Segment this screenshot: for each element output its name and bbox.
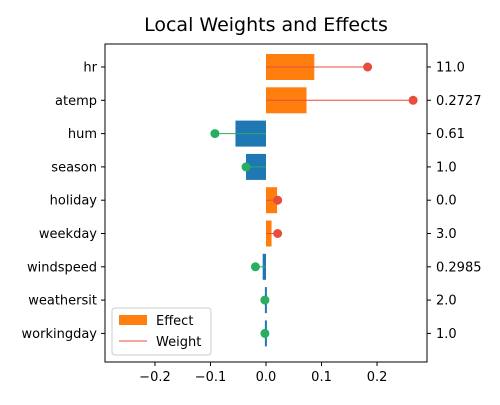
weight-point-windspeed [250, 262, 260, 272]
y-label-atemp: atemp [55, 94, 97, 109]
value-label-hum: 0.61 [436, 127, 465, 142]
x-tick-label-4: 0.2 [367, 370, 388, 385]
x-tick-label-3: 0.1 [311, 370, 332, 385]
weight-point-season [241, 162, 251, 172]
y-label-holiday: holiday [50, 194, 98, 209]
value-label-weathersit: 2.0 [436, 294, 457, 309]
chart-title: Local Weights and Effects [144, 14, 388, 36]
y-label-weathersit: weathersit [28, 294, 97, 309]
legend-effect-label: Effect [156, 314, 193, 329]
plot-area [210, 54, 418, 347]
y-label-hr: hr [83, 61, 97, 76]
y-label-workingday: workingday [22, 327, 98, 342]
value-label-workingday: 1.0 [436, 327, 457, 342]
y-label-hum: hum [68, 127, 97, 142]
value-label-windspeed: 0.2985 [436, 260, 482, 275]
weight-point-atemp [408, 95, 418, 105]
weight-point-weekday [273, 229, 283, 238]
value-label-season: 1.0 [436, 160, 457, 175]
x-tick-label-1: −0.1 [195, 370, 227, 385]
value-label-weekday: 3.0 [436, 227, 457, 242]
weight-point-workingday [260, 328, 270, 338]
legend: Effect Weight [111, 307, 212, 356]
x-tick-label-0: −0.2 [139, 370, 171, 385]
weight-point-hum [210, 129, 220, 139]
legend-weight-label: Weight [156, 335, 201, 350]
value-label-atemp: 0.2727 [436, 94, 482, 109]
legend-effect-swatch [119, 315, 147, 325]
x-tick-label-2: 0.0 [256, 370, 277, 385]
value-label-hr: 11.0 [436, 61, 465, 76]
y-label-weekday: weekday [39, 227, 97, 242]
weight-point-weathersit [260, 295, 270, 305]
weight-point-hr [363, 62, 373, 72]
value-label-holiday: 0.0 [436, 194, 457, 209]
weight-point-holiday [273, 195, 283, 205]
y-label-windspeed: windspeed [27, 260, 97, 275]
y-label-season: season [51, 160, 97, 175]
